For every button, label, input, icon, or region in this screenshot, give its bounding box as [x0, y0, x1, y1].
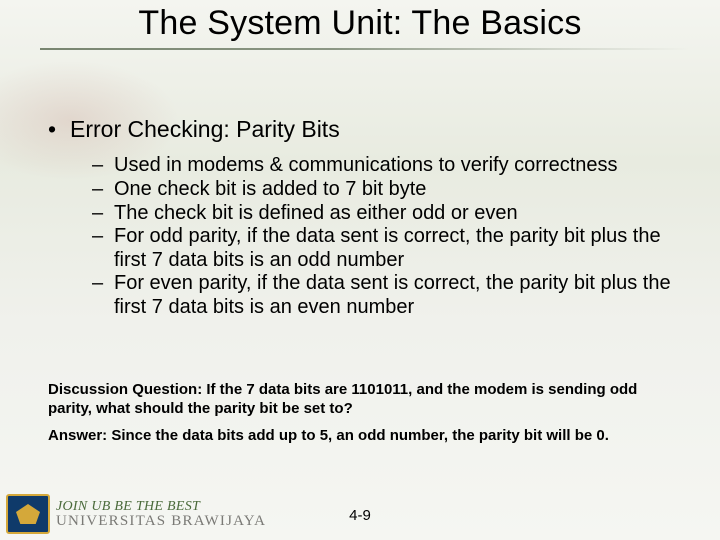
- slide-title: The System Unit: The Basics: [0, 4, 720, 43]
- title-underline: [40, 48, 690, 50]
- list-item: –The check bit is defined as either odd …: [92, 202, 676, 226]
- footer-text: JOIN UB BE THE BEST UNIVERSITAS BRAWIJAY…: [56, 500, 266, 529]
- footer-tagline: JOIN UB BE THE BEST: [56, 500, 266, 514]
- dash-icon: –: [92, 154, 114, 178]
- dash-icon: –: [92, 178, 114, 202]
- list-item-text: The check bit is defined as either odd o…: [114, 202, 676, 226]
- university-badge-icon: [6, 494, 50, 534]
- bullet-dot-icon: •: [48, 116, 70, 142]
- discussion-question: Discussion Question: If the 7 data bits …: [48, 380, 676, 418]
- list-item: –One check bit is added to 7 bit byte: [92, 178, 676, 202]
- list-item: –For even parity, if the data sent is co…: [92, 272, 676, 319]
- sub-bullet-list: –Used in modems & communications to veri…: [92, 154, 676, 319]
- footer-logo-area: JOIN UB BE THE BEST UNIVERSITAS BRAWIJAY…: [6, 494, 266, 534]
- heading-bullet: •Error Checking: Parity Bits: [48, 116, 676, 142]
- dash-icon: –: [92, 202, 114, 226]
- list-item: –For odd parity, if the data sent is cor…: [92, 225, 676, 272]
- discussion-block: Discussion Question: If the 7 data bits …: [48, 380, 676, 454]
- discussion-answer: Answer: Since the data bits add up to 5,…: [48, 426, 676, 445]
- dash-icon: –: [92, 225, 114, 272]
- list-item-text: For odd parity, if the data sent is corr…: [114, 225, 676, 272]
- content-area: •Error Checking: Parity Bits –Used in mo…: [48, 116, 676, 320]
- footer-university: UNIVERSITAS BRAWIJAYA: [56, 514, 266, 529]
- list-item-text: Used in modems & communications to verif…: [114, 154, 676, 178]
- list-item-text: For even parity, if the data sent is cor…: [114, 272, 676, 319]
- heading-text: Error Checking: Parity Bits: [70, 116, 340, 142]
- list-item: –Used in modems & communications to veri…: [92, 154, 676, 178]
- list-item-text: One check bit is added to 7 bit byte: [114, 178, 676, 202]
- dash-icon: –: [92, 272, 114, 319]
